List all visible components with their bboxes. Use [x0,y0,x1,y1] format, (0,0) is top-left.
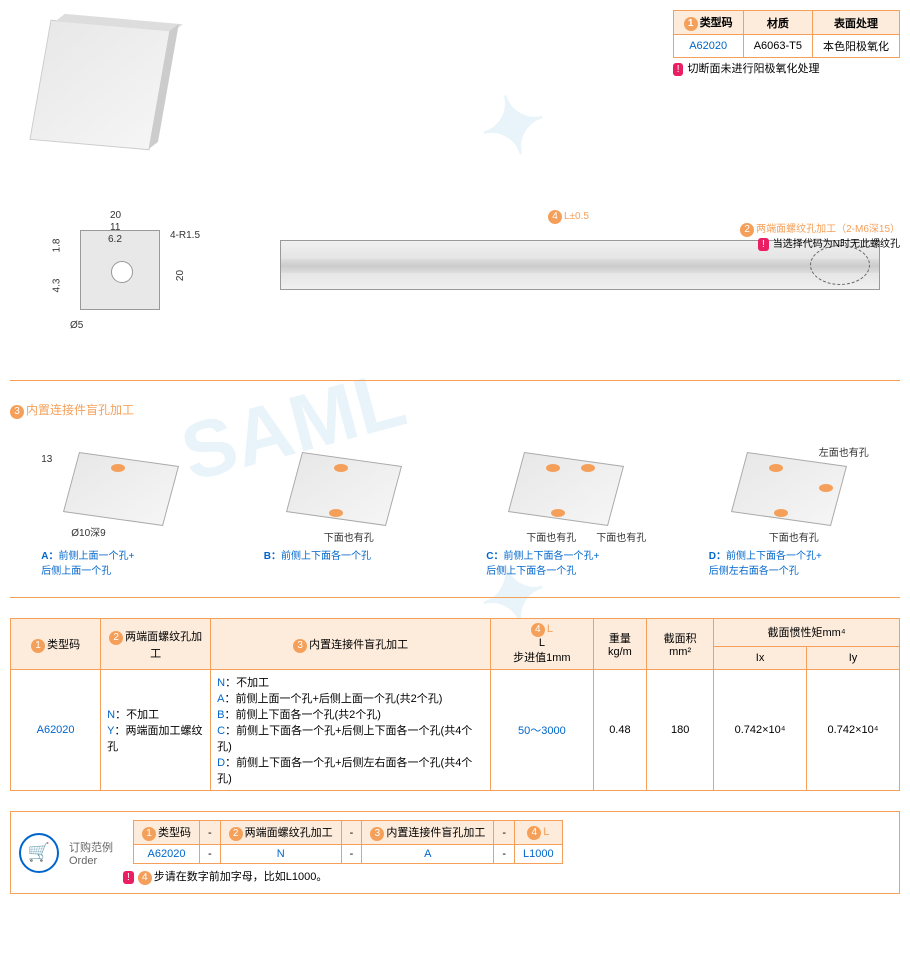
order-note: 步请在数字前加字母，比如L1000。 [154,871,328,883]
option-b-image: 下面也有孔 [264,439,424,539]
spec-header-type: 类型码 [700,17,733,29]
note-icon: ! [673,63,684,76]
spec-header-material: 材质 [743,11,812,35]
spec-surface: 本色阳极氧化 [813,35,900,58]
product-image [10,10,190,160]
option-d-image: 左面也有孔 下面也有孔 [709,439,869,539]
spec-note: 切断面未进行阳极氧化处理 [687,63,819,75]
spec-table: 1类型码 材质 表面处理 A62020 A6063-T5 本色阳极氧化 [673,10,900,58]
order-example: 🛒 订购范例 Order 1类型码 - 2两端面螺纹孔加工 - 3内置连接件盲孔… [10,811,900,894]
spec-header-surface: 表面处理 [813,11,900,35]
main-spec-table: 1类型码 2两端面螺纹孔加工 3内置连接件盲孔加工 4LL 步进值1mm 重量 … [10,618,900,791]
blind-hole-title: 3内置连接件盲孔加工 [10,401,900,419]
cross-section-drawing: 20 11 6.2 1.8 4.3 20 Ø5 4-R1.5 [10,180,230,360]
blind-hole-options: 13 Ø10深9 A：前侧上面一个孔+ 后侧上面一个孔 下面也有孔 B：前侧上下… [10,439,900,598]
spec-material: A6063-T5 [743,35,812,58]
spec-code: A62020 [673,35,743,58]
option-c-image: 下面也有孔 下面也有孔 [486,439,646,539]
option-a-image: 13 Ø10深9 [41,439,201,539]
side-view-drawing: 4L±0.5 2两端面螺纹孔加工（2-M6深15） !当选择代码为N时无此螺纹孔 [260,180,900,360]
cart-icon: 🛒 [19,833,59,873]
